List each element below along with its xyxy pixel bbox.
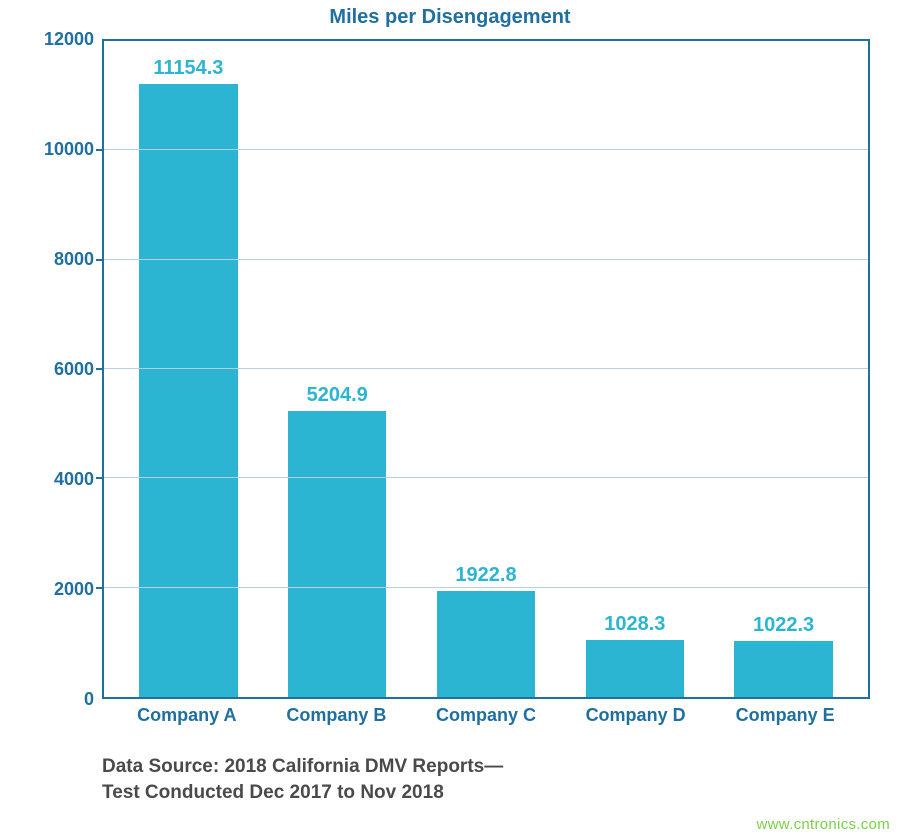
- gridline: [98, 477, 868, 478]
- x-tick: Company B: [262, 705, 412, 726]
- bar-value-label: 1028.3: [604, 613, 665, 636]
- x-tick: Company E: [710, 705, 860, 726]
- bar-slot: 1028.3: [560, 41, 709, 697]
- bar: [437, 591, 535, 697]
- bars-layer: 11154.3 5204.9 1922.8 1028.3 1022.3: [104, 41, 868, 697]
- x-axis: Company ACompany BCompany CCompany DComp…: [30, 699, 870, 726]
- bar: [734, 641, 832, 697]
- watermark-text: www.cntronics.com: [757, 816, 890, 833]
- gridline: [98, 149, 868, 150]
- data-source-note: Data Source: 2018 California DMV Reports…: [30, 754, 870, 805]
- x-tick: Company A: [112, 705, 262, 726]
- y-axis: 120001000080006000400020000: [30, 39, 102, 699]
- bar-value-label: 11154.3: [153, 57, 223, 80]
- gridline: [98, 368, 868, 369]
- x-labels: Company ACompany BCompany CCompany DComp…: [102, 699, 870, 726]
- plot-row: 120001000080006000400020000 11154.3 5204.…: [30, 39, 870, 699]
- source-line-1: Data Source: 2018 California DMV Reports…: [102, 754, 870, 780]
- chart-title: Miles per Disengagement: [30, 0, 870, 39]
- bar-slot: 5204.9: [263, 41, 412, 697]
- bar-value-label: 1922.8: [455, 564, 516, 587]
- bar-value-label: 1022.3: [753, 614, 814, 637]
- gridline: [98, 259, 868, 260]
- chart-container: Miles per Disengagement 1200010000800060…: [30, 0, 870, 805]
- bar-slot: 1022.3: [709, 41, 858, 697]
- bar-slot: 11154.3: [114, 41, 263, 697]
- source-line-2: Test Conducted Dec 2017 to Nov 2018: [102, 780, 870, 806]
- bar: [586, 640, 684, 697]
- bar: [139, 84, 237, 697]
- bar-value-label: 5204.9: [307, 384, 368, 407]
- x-tick: Company D: [561, 705, 711, 726]
- x-tick: Company C: [411, 705, 561, 726]
- plot-area: 11154.3 5204.9 1922.8 1028.3 1022.3: [102, 39, 870, 699]
- gridline: [98, 587, 868, 588]
- bar: [288, 411, 386, 697]
- bar-slot: 1922.8: [412, 41, 561, 697]
